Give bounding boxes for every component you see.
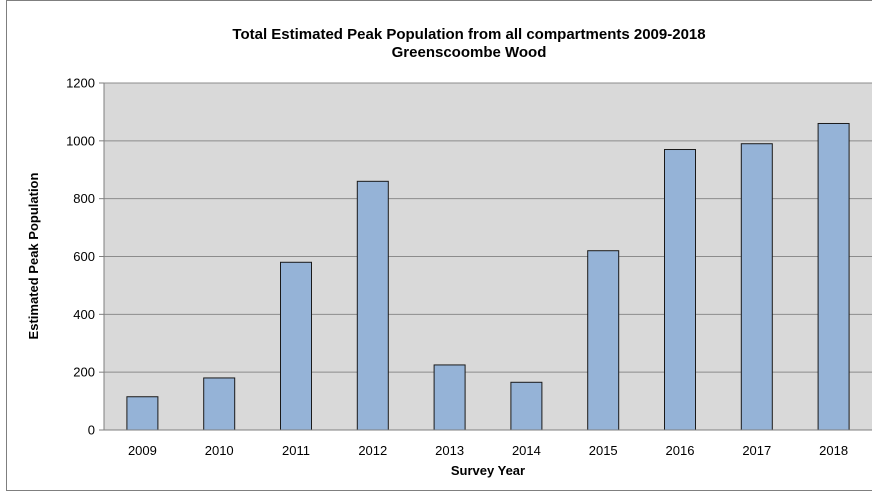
y-axis-title: Estimated Peak Population xyxy=(26,173,41,340)
bar-2017 xyxy=(741,144,772,430)
x-tick-label: 2014 xyxy=(512,443,541,458)
x-tick-label: 2010 xyxy=(205,443,234,458)
bar-2010 xyxy=(204,378,235,430)
bar-2012 xyxy=(357,181,388,430)
chart-subtitle: Greenscoombe Wood xyxy=(392,44,547,61)
y-tick-label: 400 xyxy=(73,307,95,322)
x-tick-label: 2018 xyxy=(819,443,848,458)
bar-2013 xyxy=(434,365,465,430)
bar-2016 xyxy=(665,150,696,430)
x-tick-label: 2012 xyxy=(358,443,387,458)
bar-2014 xyxy=(511,382,542,430)
y-tick-label: 800 xyxy=(73,191,95,206)
bar-2011 xyxy=(281,262,312,430)
y-tick-label: 600 xyxy=(73,249,95,264)
bar-2009 xyxy=(127,397,158,430)
x-tick-label: 2017 xyxy=(742,443,771,458)
bar-2018 xyxy=(818,123,849,430)
y-tick-label: 0 xyxy=(88,423,95,438)
y-tick-label: 1000 xyxy=(66,133,95,148)
bar-2015 xyxy=(588,251,619,430)
y-tick-label: 1200 xyxy=(66,76,95,91)
y-tick-label: 200 xyxy=(73,365,95,380)
x-tick-label: 2015 xyxy=(589,443,618,458)
x-tick-label: 2011 xyxy=(282,443,310,458)
x-axis-title: Survey Year xyxy=(451,463,525,478)
x-tick-label: 2009 xyxy=(128,443,157,458)
x-tick-label: 2016 xyxy=(666,443,695,458)
chart-title: Total Estimated Peak Population from all… xyxy=(232,26,705,43)
x-tick-label: 2013 xyxy=(435,443,464,458)
